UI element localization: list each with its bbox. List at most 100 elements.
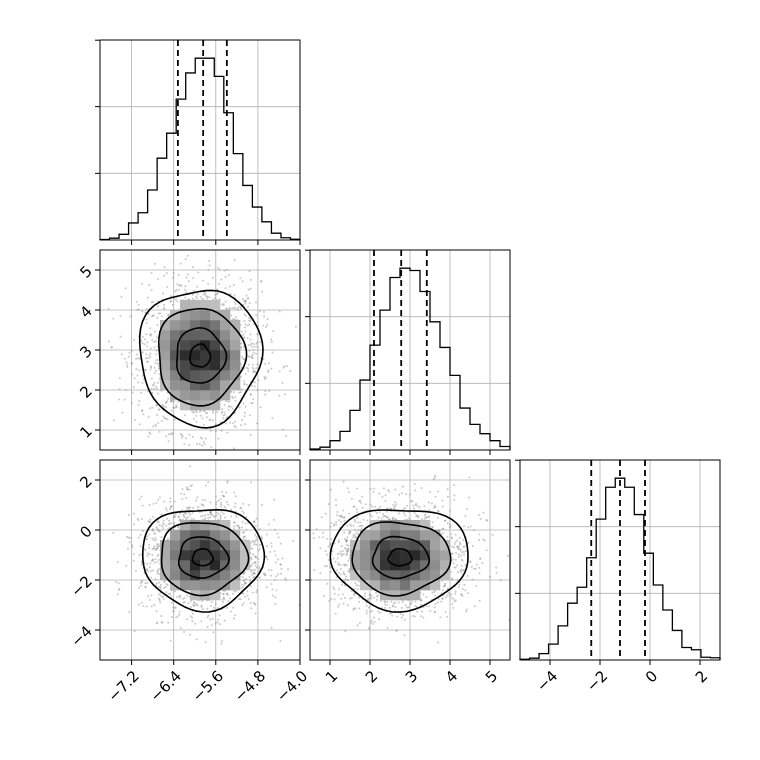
sample-point (329, 525, 332, 528)
sample-point (208, 419, 211, 422)
density-cell (180, 540, 191, 551)
sample-point (191, 435, 194, 438)
sample-point (150, 570, 153, 573)
sample-point (353, 533, 356, 536)
sample-point (245, 516, 248, 519)
sample-point (214, 293, 217, 296)
sample-point (163, 405, 166, 408)
sample-point (262, 358, 265, 361)
sample-point (462, 550, 465, 553)
density-cell (200, 330, 211, 341)
sample-point (434, 476, 437, 479)
sample-point (252, 576, 255, 579)
sample-point (120, 353, 123, 356)
sample-point (461, 588, 464, 591)
sample-point (154, 330, 157, 333)
sample-point (149, 347, 152, 350)
sample-point (260, 503, 263, 506)
sample-point (337, 571, 340, 574)
contour-line (191, 548, 214, 567)
sample-point (163, 580, 166, 583)
sample-point (169, 295, 172, 298)
density-cell (170, 350, 181, 361)
sample-point (162, 598, 165, 601)
sample-point (325, 564, 328, 567)
sample-point (342, 480, 345, 483)
sample-point (222, 596, 225, 599)
sample-point (137, 381, 140, 384)
sample-point (253, 572, 256, 575)
sample-point (468, 476, 471, 479)
sample-point (228, 400, 231, 403)
sample-point (150, 333, 153, 336)
sample-point (149, 518, 152, 521)
sample-point (151, 559, 154, 562)
sample-point (153, 366, 156, 369)
density-cell (160, 540, 171, 551)
sample-point (379, 689, 381, 691)
sample-point (441, 597, 444, 600)
density-cell (180, 580, 191, 591)
sample-point (255, 589, 258, 592)
sample-point (169, 400, 172, 403)
sample-point (268, 389, 271, 392)
sample-point (189, 485, 192, 488)
sample-point (145, 569, 148, 572)
sample-point (201, 503, 204, 506)
sample-point (223, 413, 226, 416)
density-cell (200, 540, 211, 551)
sample-point (207, 282, 210, 285)
sample-point (161, 621, 164, 624)
sample-point (454, 592, 457, 595)
sample-point (193, 601, 196, 604)
sample-point (254, 603, 257, 606)
sample-point (463, 584, 466, 587)
sample-point (172, 406, 175, 409)
sample-point (390, 600, 393, 603)
sample-point (332, 557, 335, 560)
sample-point (220, 511, 223, 514)
sample-point (220, 278, 223, 281)
sample-point (478, 533, 481, 536)
sample-point (394, 505, 397, 508)
sample-point (157, 422, 160, 425)
sample-point (173, 406, 176, 409)
sample-point (473, 605, 476, 608)
sample-point (347, 570, 350, 573)
sample-point (415, 514, 418, 517)
density-cell (230, 370, 241, 381)
sample-point (128, 351, 131, 354)
sample-point (266, 558, 269, 561)
sample-point (146, 357, 149, 360)
sample-point (251, 591, 254, 594)
sample-point (283, 365, 286, 368)
sample-point (152, 529, 155, 532)
sample-point (199, 409, 202, 412)
sample-point (183, 631, 186, 634)
sample-point (319, 572, 322, 575)
sample-point (353, 505, 356, 508)
sample-point (225, 592, 228, 595)
sample-point (195, 603, 198, 606)
sample-point (279, 542, 282, 545)
sample-point (263, 574, 266, 577)
density-cell (210, 530, 221, 541)
sample-point (252, 368, 255, 371)
density-panel-1: −7.2 −6.4 −5.6 −4.8 −4.0−4−202 (67, 459, 311, 705)
sample-point (242, 572, 245, 575)
sample-point (214, 495, 217, 498)
sample-point (159, 587, 162, 590)
density-cell (170, 540, 181, 551)
sample-point (176, 283, 179, 286)
sample-point (140, 391, 143, 394)
sample-point (248, 414, 251, 417)
sample-point (196, 293, 199, 296)
sample-point (345, 543, 348, 546)
sample-point (344, 564, 347, 567)
sample-point (454, 558, 457, 561)
contour-line (142, 508, 266, 613)
sample-point (227, 503, 230, 506)
sample-point (340, 545, 343, 548)
sample-point (166, 285, 169, 288)
sample-point (234, 502, 237, 505)
